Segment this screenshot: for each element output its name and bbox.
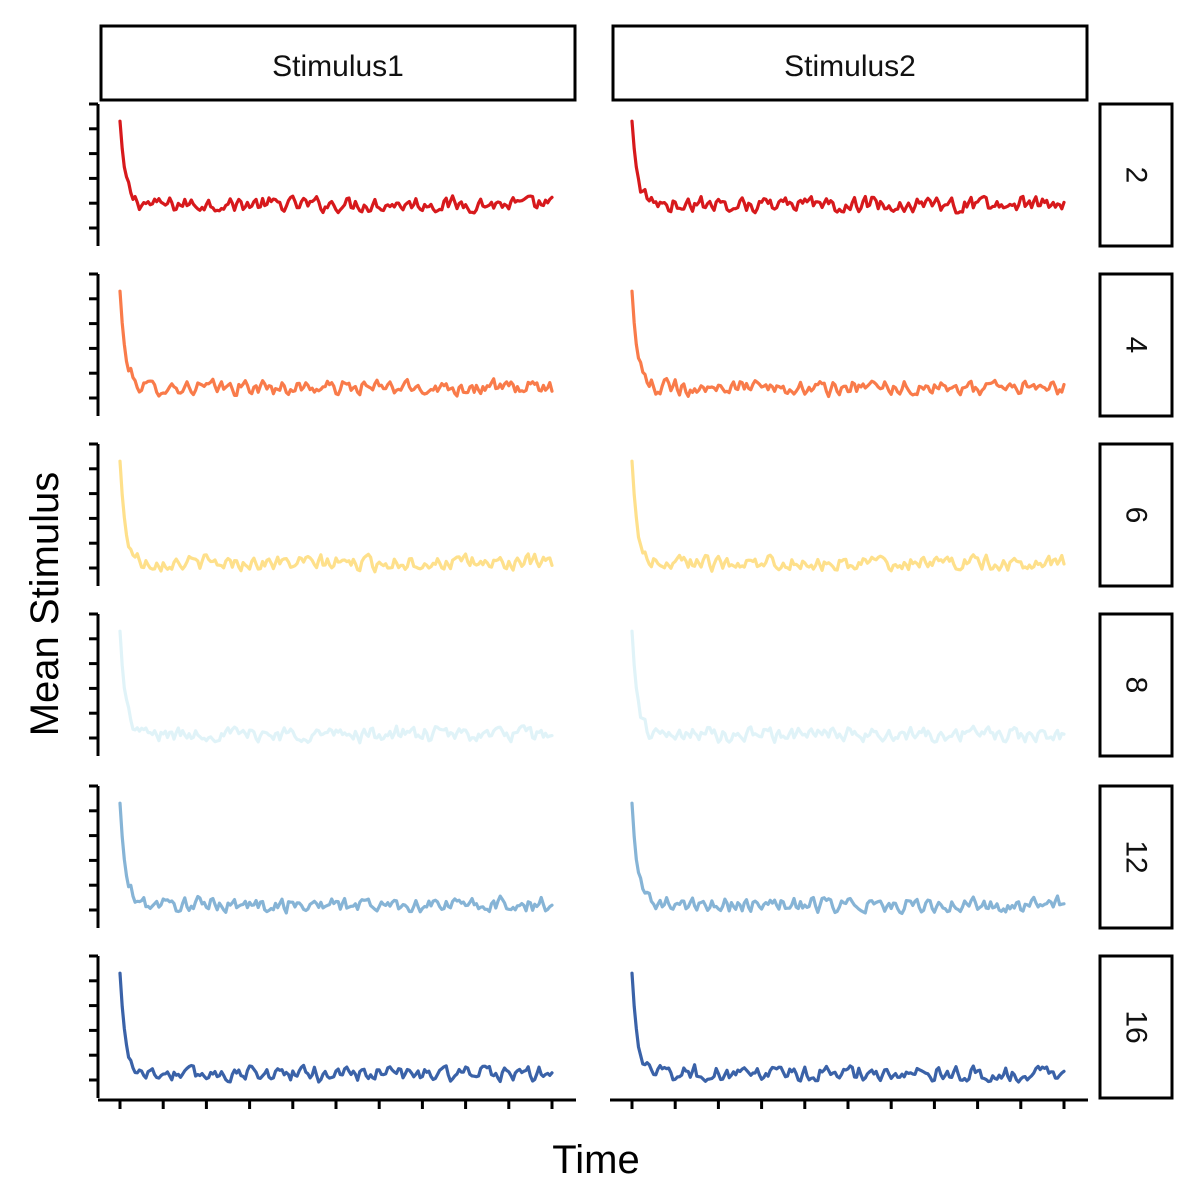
series-line: [630, 289, 1066, 399]
row-strip-label: 2: [1120, 167, 1153, 184]
series-line: [630, 801, 1066, 916]
series-line: [118, 801, 554, 915]
column-strip-label: Stimulus1: [272, 50, 404, 83]
column-strip-label: Stimulus2: [784, 50, 916, 83]
x-axis-title: Time: [552, 1138, 639, 1182]
row-strip-box: [1098, 272, 1174, 418]
series-line: [118, 289, 554, 398]
axes: [89, 102, 1088, 1109]
column-strip-box: [99, 24, 577, 102]
series-line: [630, 971, 1066, 1084]
series-line: [630, 459, 1066, 573]
series-line: [118, 629, 554, 745]
row-strip-label: 16: [1120, 1010, 1153, 1043]
row-strip-box: [1098, 954, 1174, 1100]
row-facet-strips: 2 4 6 8 12 16: [1098, 102, 1174, 1100]
series-line: [118, 971, 554, 1084]
series-lines: [118, 119, 1066, 1084]
series-line: [118, 119, 554, 215]
row-strip-label: 12: [1120, 840, 1153, 873]
row-strip-box: [1098, 102, 1174, 248]
y-axis-title: Mean Stimulus: [23, 472, 67, 737]
row-strip-label: 6: [1120, 507, 1153, 524]
row-strip-box: [1098, 442, 1174, 588]
series-line: [630, 629, 1066, 745]
row-strip-label: 8: [1120, 677, 1153, 694]
column-strip-box: [611, 24, 1089, 102]
row-strip-box: [1098, 784, 1174, 930]
series-line: [118, 459, 554, 574]
row-strip-box: [1098, 612, 1174, 758]
column-facet-strips: Stimulus1 Stimulus2: [99, 24, 1089, 102]
row-strip-label: 4: [1120, 337, 1153, 354]
series-line: [630, 119, 1066, 215]
